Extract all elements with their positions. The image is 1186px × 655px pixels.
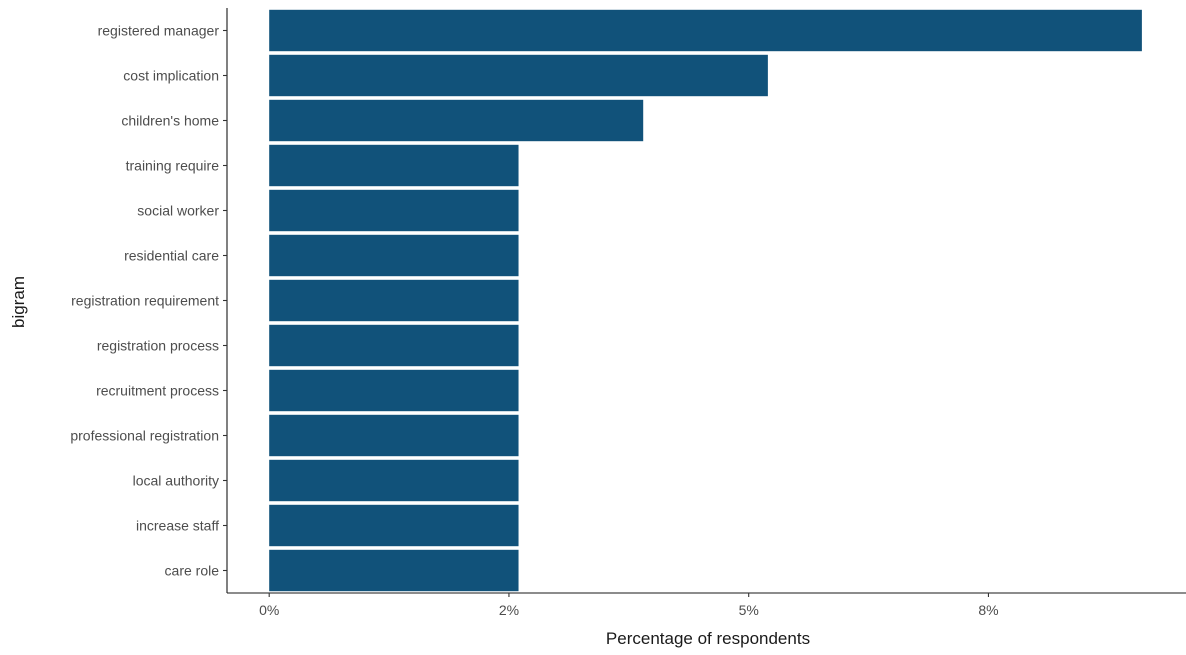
bar [269,279,519,322]
bars-group [269,9,1142,592]
bar [269,459,519,502]
y-axis-title: bigram [9,276,28,328]
bar [269,234,519,277]
y-tick-label: local authority [133,473,219,489]
y-tick-label: residential care [124,248,219,264]
x-axis-title: Percentage of respondents [606,629,810,648]
y-tick-label: cost implication [123,68,219,84]
bar [269,54,768,97]
x-tick-label: 0% [259,602,279,618]
x-tick-label: 2% [499,602,519,618]
x-tick-label: 5% [739,602,759,618]
bar [269,144,519,187]
y-tick-label: care role [165,563,220,579]
bar [269,189,519,232]
bar [269,324,519,367]
x-tick-label: 8% [978,602,998,618]
y-tick-label: training require [126,158,220,174]
y-tick-label: registration process [97,338,219,354]
bar [269,504,519,547]
bar [269,369,519,412]
y-tick-label: children's home [121,113,219,129]
y-tick-label: social worker [137,203,219,219]
bar [269,9,1142,52]
bar [269,414,519,457]
x-axis: 0% 2% 5% 8% [227,592,1186,618]
y-tick-label: recruitment process [96,383,219,399]
bar [269,99,644,142]
bar [269,549,519,592]
y-tick-label: increase staff [136,518,219,534]
y-tick-label: registration requirement [71,293,219,309]
y-axis: registered manager cost implication childr… [70,8,228,593]
y-tick-label: registered manager [98,23,220,39]
y-tick-label: professional registration [70,428,219,444]
